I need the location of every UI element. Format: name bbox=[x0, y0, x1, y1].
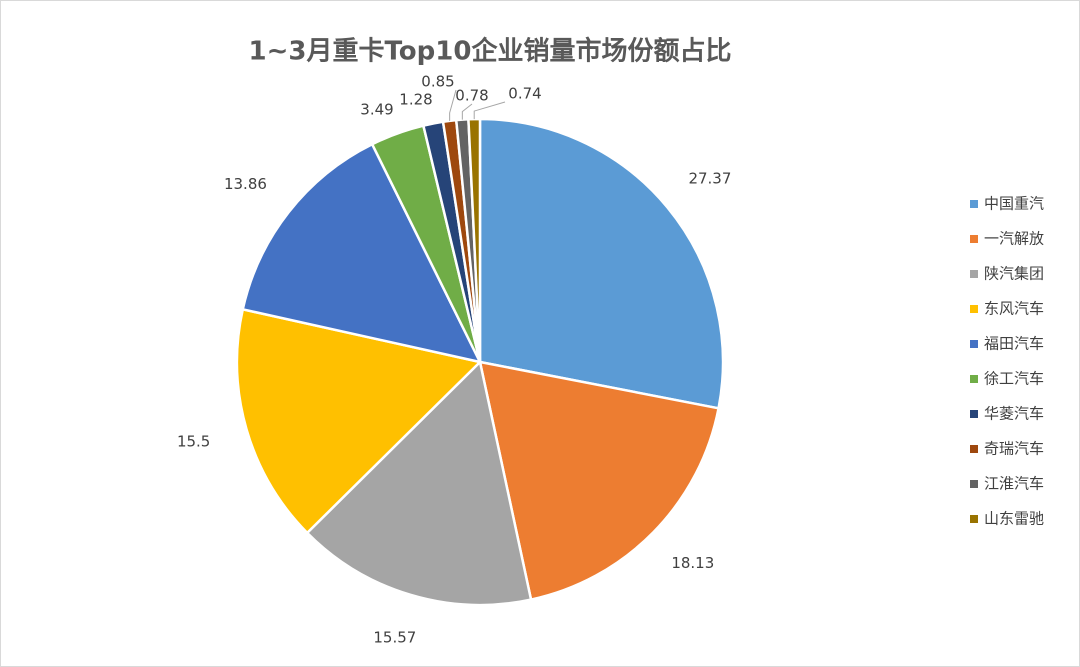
pie-slice bbox=[467, 117, 482, 363]
pie-slice bbox=[478, 117, 725, 410]
leader-line bbox=[461, 103, 473, 120]
legend-swatch bbox=[970, 480, 978, 488]
legend-label: 华菱汽车 bbox=[984, 405, 1044, 423]
data-label: 15.57 bbox=[373, 628, 416, 646]
legend-swatch bbox=[970, 235, 978, 243]
data-label: 18.13 bbox=[671, 554, 714, 572]
legend-label: 福田汽车 bbox=[984, 335, 1044, 353]
legend-label: 东风汽车 bbox=[984, 300, 1044, 318]
legend-swatch bbox=[970, 515, 978, 523]
chart-title: 1~3月重卡Top10企业销量市场份额占比 bbox=[249, 36, 732, 67]
legend-label: 江淮汽车 bbox=[984, 475, 1044, 493]
pie-slice bbox=[478, 360, 721, 602]
pie-slice bbox=[305, 359, 533, 607]
legend-label: 陕汽集团 bbox=[984, 265, 1044, 283]
data-label: 1.28 bbox=[399, 91, 432, 109]
legend-swatch bbox=[970, 305, 978, 313]
legend-label: 徐工汽车 bbox=[984, 370, 1044, 388]
data-label: 27.37 bbox=[688, 169, 731, 187]
legend-label: 中国重汽 bbox=[984, 195, 1044, 213]
data-label: 0.85 bbox=[421, 73, 454, 91]
legend-swatch bbox=[970, 200, 978, 208]
legend-label: 一汽解放 bbox=[984, 230, 1044, 248]
legend-swatch bbox=[970, 375, 978, 383]
data-label: 3.49 bbox=[360, 101, 393, 119]
pie-slice bbox=[241, 142, 483, 364]
legend-label: 山东雷驰 bbox=[984, 510, 1044, 528]
leader-line bbox=[473, 101, 506, 120]
leader-line bbox=[449, 89, 457, 121]
legend-label: 奇瑞汽车 bbox=[984, 440, 1044, 458]
pie-slice bbox=[235, 307, 483, 535]
legend-swatch bbox=[970, 270, 978, 278]
data-label: 0.78 bbox=[455, 87, 488, 105]
legend-swatch bbox=[970, 410, 978, 418]
legend-swatch bbox=[970, 445, 978, 453]
legend-swatch bbox=[970, 340, 978, 348]
data-label: 13.86 bbox=[224, 175, 267, 193]
data-label: 15.5 bbox=[177, 432, 210, 450]
data-label: 0.74 bbox=[508, 85, 541, 103]
